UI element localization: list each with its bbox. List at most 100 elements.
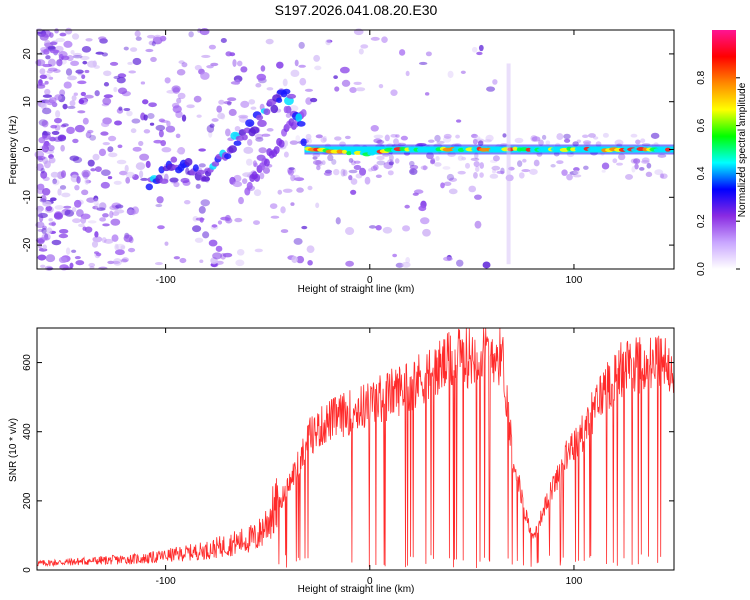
spectrogram-ridge-blob [276,97,283,103]
spectrogram-noise-blob [295,135,301,142]
spectrogram-y-tick-label: 0 [22,146,33,152]
spectrogram-ridge-blob [184,158,193,166]
spectrogram-noise-blob [151,41,156,47]
spectrogram-noise-blob [641,159,650,164]
spectrogram-noise-blob [194,237,204,243]
spectrogram-noise-blob [440,182,445,189]
spectrogram-noise-blob [633,158,641,164]
spectrogram-noise-blob [255,133,264,140]
spectrogram-noise-blob [461,156,467,161]
spectrogram-noise-blob [518,172,525,179]
spectrogram-tone-blob [471,147,479,152]
spectrogram-noise-blob [500,167,505,175]
spectrogram-noise-blob [265,38,274,45]
spectrogram-noise-blob [496,170,505,175]
spectrogram-noise-blob [255,137,264,142]
spectrogram-noise-blob [54,94,62,101]
spectrogram-noise-blob [422,165,427,171]
spectrogram-noise-blob [486,86,496,92]
spectrogram-noise-blob [298,41,305,49]
snr-x-tick-label: -100 [156,576,176,587]
spectrogram-noise-blob [115,243,126,250]
spectrogram-noise-blob [392,253,398,258]
spectrogram-noise-blob [66,54,74,62]
colorbar-ticks: 0.0 0.2 0.4 0.6 0.8 [696,70,740,276]
spectrogram-noise-blob [333,75,338,80]
spectrogram-tone-blob [665,147,671,152]
spectrogram-noise-blob [522,158,527,163]
spectrogram-noise-blob [46,69,53,74]
spectrogram-ridge-blob [201,176,211,182]
spectrogram-noise-blob [36,84,46,89]
spectrogram-noise-blob [517,160,523,168]
spectrogram-noise-blob [283,140,289,147]
spectrogram-noise-blob [75,260,85,266]
spectrogram-noise-blob [147,112,155,120]
spectrogram-noise-blob [222,252,233,258]
spectrogram-x-label: Height of straight line (km) [298,284,415,295]
spectrogram-noise-blob [46,227,53,234]
spectrogram-ridge-blob [263,158,270,167]
spectrogram-noise-blob [37,157,44,162]
spectrogram-noise-blob [35,59,46,67]
spectrogram-noise-blob [152,36,163,45]
spectrogram-noise-blob [220,252,227,260]
spectrogram-noise-blob [37,228,44,232]
spectrogram-noise-blob [315,202,320,209]
colorbar-tick-label: 0.2 [696,214,707,228]
spectrogram-noise-blob [45,205,53,212]
spectrogram-tone-blob [525,147,532,152]
spectrogram-noise-blob [51,130,60,135]
spectrogram-ridge-blob [245,119,255,127]
spectrogram-noise-blob [154,262,163,266]
spectrogram-noise-blob [186,104,195,109]
spectrogram-noise-blob [71,249,77,253]
snr-y-tick-label: 200 [22,492,33,509]
spectrogram-noise-blob [217,220,223,225]
spectrogram-noise-blob [315,134,323,139]
spectrogram-noise-blob [41,120,49,128]
spectrogram-noise-blob [69,262,74,269]
spectrogram-noise-blob [457,155,464,161]
snr-y-tick-label: 600 [22,354,33,371]
spectrogram-noise-blob [250,106,257,110]
spectrogram-noise-blob [43,48,50,55]
spectrogram-noise-blob [45,46,56,50]
spectrogram-noise-blob [476,51,483,56]
spectrogram-noise-blob [373,134,384,139]
spectrogram-noise-blob [35,221,45,229]
spectrogram-noise-blob [489,173,499,179]
spectrogram-noise-blob [113,180,122,185]
spectrogram-noise-blob [296,255,305,264]
spectrogram-noise-blob [173,181,180,188]
spectrogram-noise-blob [199,217,204,223]
spectrogram-noise-blob [340,168,346,177]
colorbar-label: Normalized spectral amplitude [737,82,748,217]
spectrogram-noise-blob [394,158,400,164]
spectrogram-tone-blob [660,147,666,152]
spectrogram-noise-blob [234,79,241,85]
spectrogram-noise-blob [38,243,43,249]
spectrogram-noise-blob [266,128,274,132]
spectrogram-noise-blob [117,73,127,78]
spectrogram-noise-blob [87,159,95,167]
spectrogram-noise-blob [139,170,144,179]
spectrogram-noise-blob [650,132,660,139]
spectrogram-noise-blob [69,155,80,161]
spectrogram-noise-blob [51,239,62,246]
spectrogram-noise-blob [282,188,293,193]
spectrogram-noise-blob [72,138,79,144]
spectrogram-noise-blob [258,147,267,154]
spectrogram-noise-blob [489,159,498,163]
spectrogram-noise-blob [420,217,430,225]
spectrogram-noise-blob [630,133,638,138]
spectrogram-noise-blob [364,176,371,185]
spectrogram-noise-blob [59,135,66,140]
spectrogram-ridge-blob [300,138,307,147]
spectrogram-noise-blob [121,257,129,263]
spectrogram-noise-blob [42,63,53,68]
spectrogram-noise-blob [582,140,592,145]
spectrogram-noise-blob [150,56,157,63]
spectrogram-noise-blob [70,60,80,66]
colorbar-tick-label: 0.6 [696,118,707,132]
